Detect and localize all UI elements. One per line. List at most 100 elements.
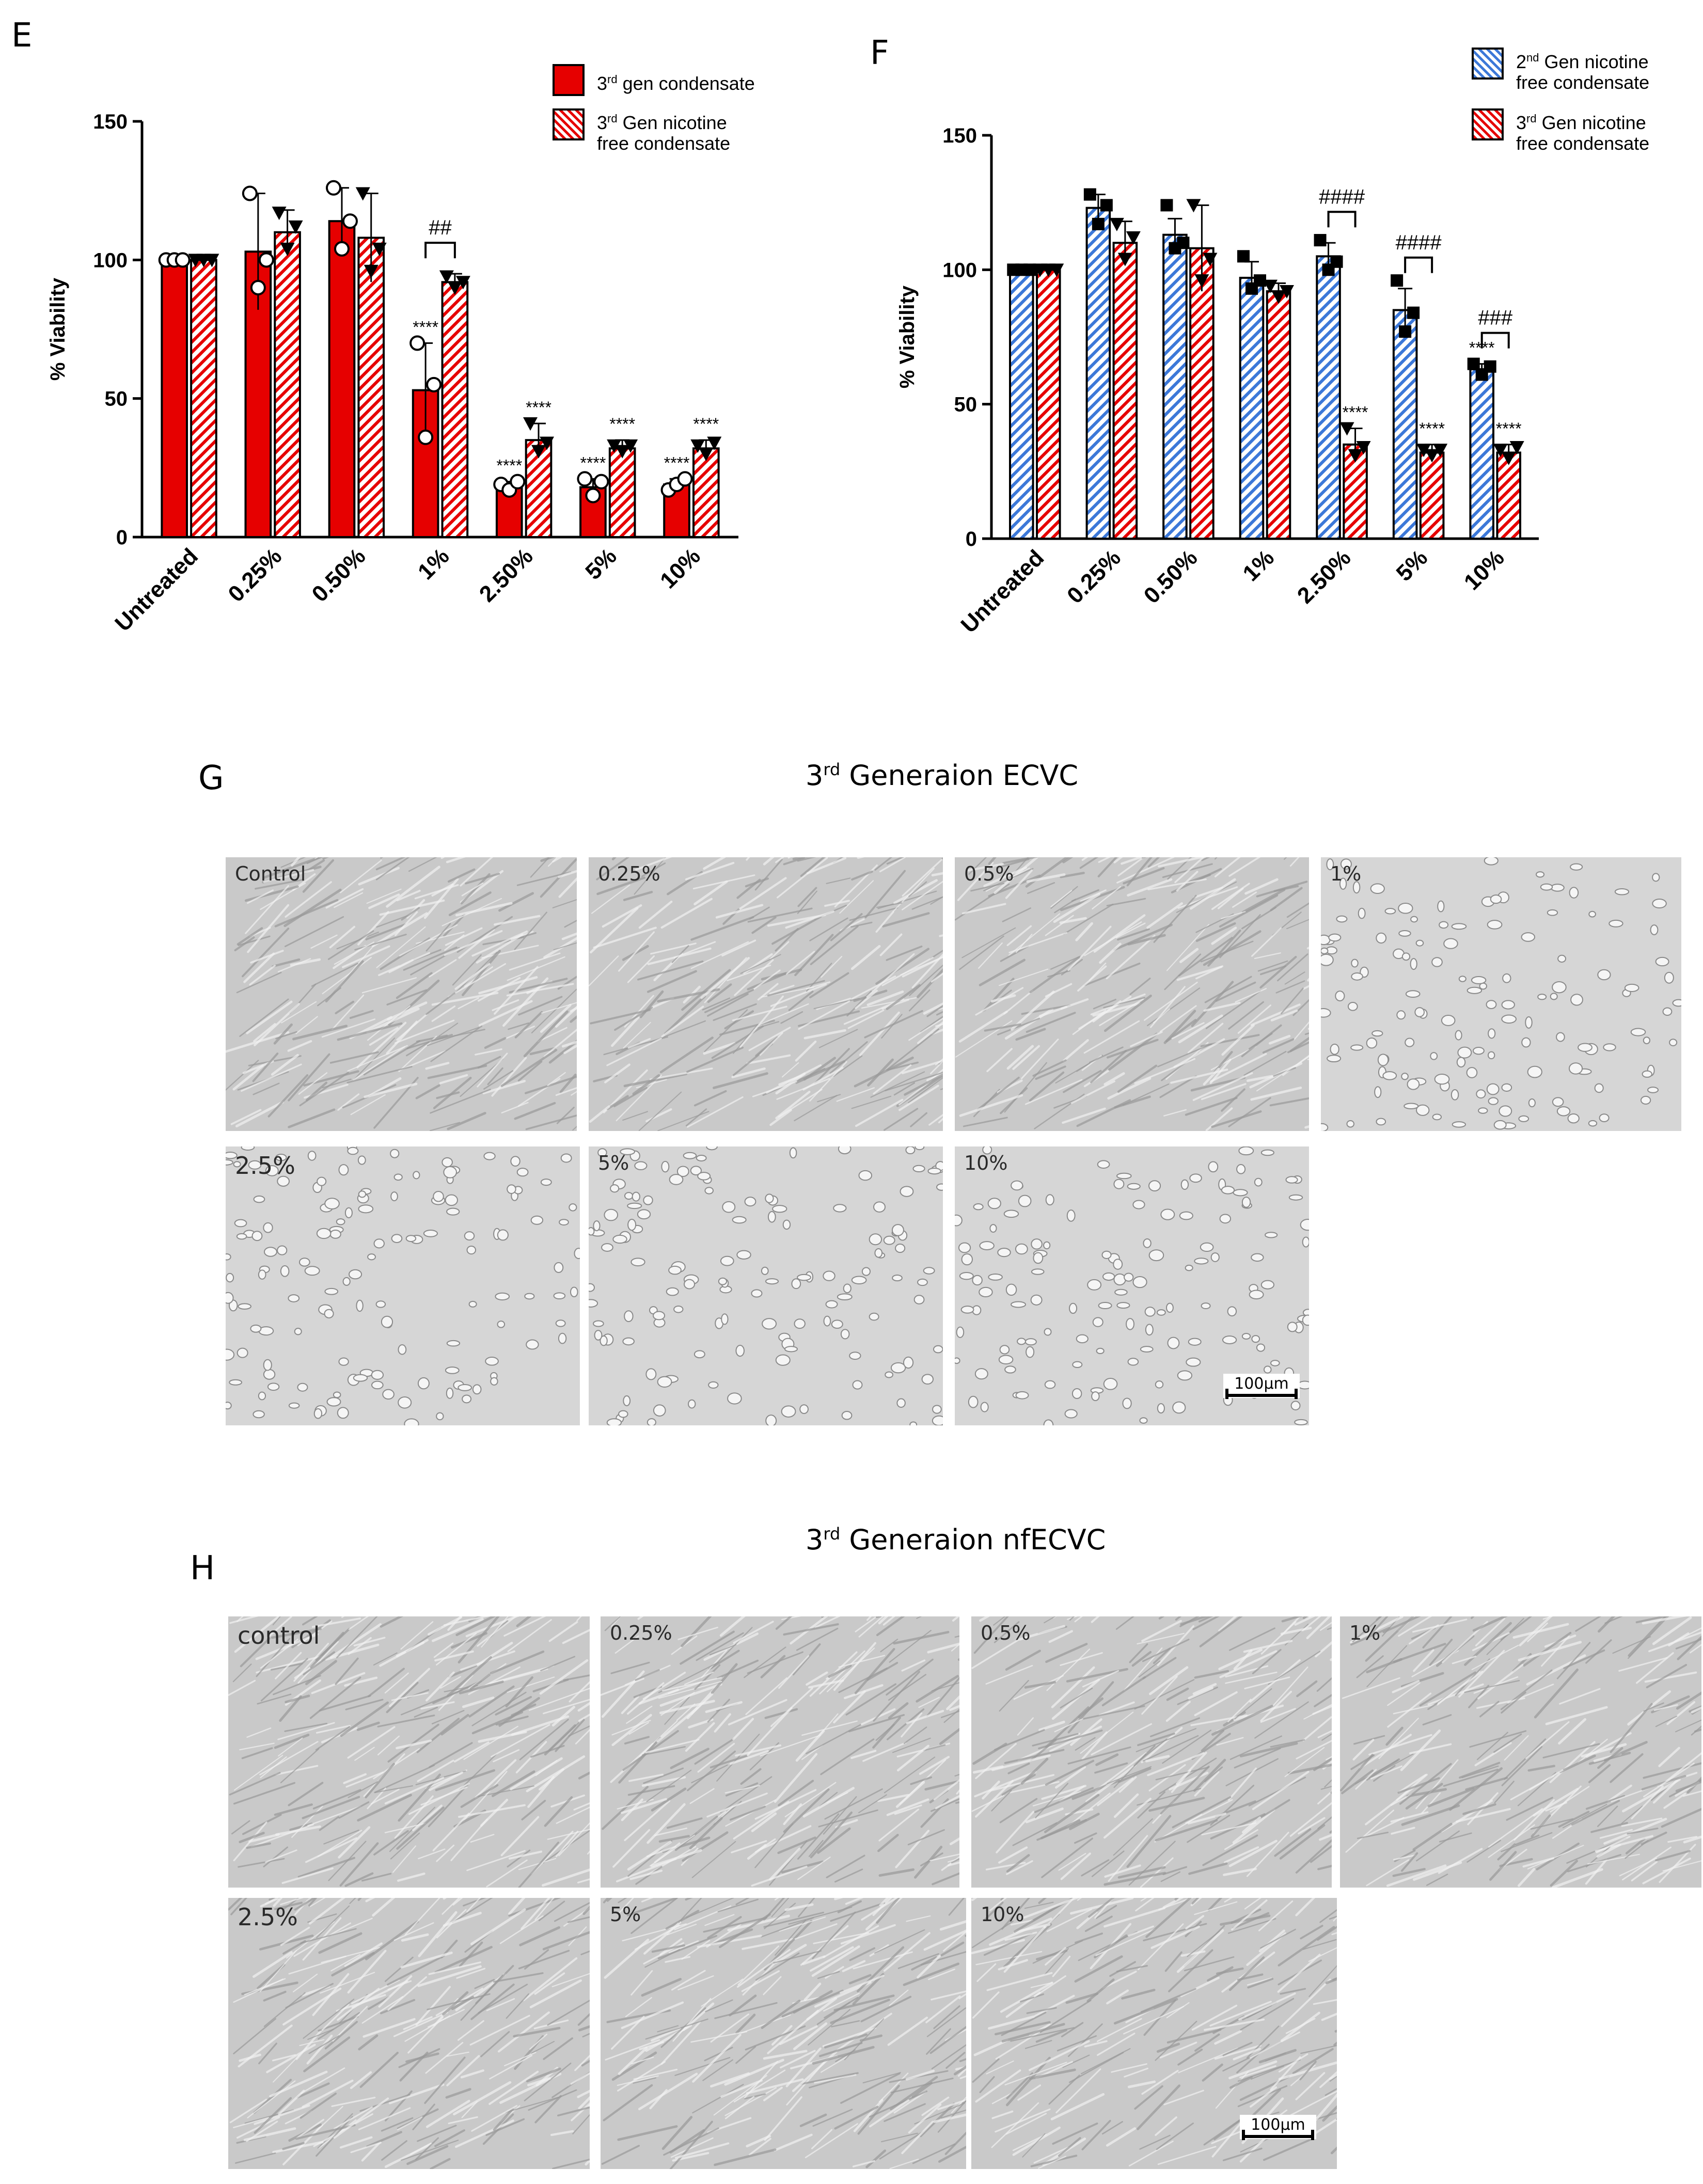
cell bbox=[877, 1794, 910, 1802]
cell bbox=[570, 1286, 578, 1297]
cell bbox=[1065, 1992, 1099, 2004]
cell bbox=[1558, 1718, 1587, 1745]
cell bbox=[778, 1780, 814, 1806]
scale-bar-h: 100µm bbox=[1240, 2115, 1316, 2140]
cell bbox=[1414, 1007, 1425, 1017]
cell bbox=[624, 1736, 650, 1745]
cell bbox=[747, 1651, 803, 1674]
cell bbox=[486, 1998, 515, 2012]
cell bbox=[717, 1898, 759, 1912]
cell bbox=[1247, 1977, 1272, 1986]
cell bbox=[1412, 1822, 1453, 1851]
cell bbox=[1393, 1854, 1416, 1861]
cell bbox=[933, 2005, 960, 2029]
cell bbox=[627, 1218, 637, 1231]
cell bbox=[1106, 1989, 1129, 2005]
cell bbox=[1140, 1857, 1174, 1888]
cell bbox=[396, 1013, 428, 1041]
cell bbox=[1455, 1658, 1490, 1696]
cell bbox=[929, 1853, 959, 1862]
cell bbox=[403, 946, 458, 971]
cell bbox=[689, 1788, 715, 1804]
cell bbox=[644, 1949, 681, 1968]
cell bbox=[657, 1376, 672, 1388]
cell bbox=[375, 857, 406, 871]
cell bbox=[638, 900, 673, 929]
cell bbox=[297, 1382, 308, 1392]
cell bbox=[1263, 1365, 1272, 1374]
cell bbox=[1211, 883, 1250, 910]
cell bbox=[1045, 1643, 1088, 1663]
cell bbox=[272, 958, 301, 968]
cell bbox=[456, 1968, 486, 1979]
cell bbox=[555, 1005, 577, 1028]
cell bbox=[824, 1788, 883, 1820]
cell bbox=[412, 2103, 435, 2130]
cell bbox=[724, 2059, 784, 2086]
cell bbox=[304, 1266, 320, 1276]
cell bbox=[935, 1795, 959, 1810]
cell bbox=[713, 1003, 757, 1021]
cell bbox=[529, 2033, 548, 2050]
cell bbox=[908, 2103, 942, 2134]
cell bbox=[1517, 1867, 1536, 1887]
cell bbox=[1024, 1902, 1054, 1909]
cell bbox=[233, 1161, 241, 1168]
cell bbox=[1025, 1808, 1064, 1824]
cell bbox=[1640, 1095, 1651, 1105]
cell bbox=[702, 997, 731, 1011]
cell bbox=[440, 1676, 461, 1689]
cell bbox=[548, 1621, 578, 1642]
cell bbox=[246, 1727, 272, 1738]
cell bbox=[1017, 1733, 1081, 1762]
cell bbox=[1050, 890, 1073, 907]
cell bbox=[501, 1102, 529, 1114]
cell bbox=[1157, 1403, 1165, 1414]
cell bbox=[569, 1681, 590, 1703]
cell bbox=[1468, 1685, 1490, 1708]
cell bbox=[295, 2124, 356, 2140]
cell bbox=[946, 1695, 959, 1710]
cell bbox=[983, 868, 1034, 891]
cell bbox=[1675, 1780, 1701, 1793]
cell bbox=[999, 1345, 1010, 1355]
cell bbox=[281, 1001, 317, 1024]
cell bbox=[1237, 1973, 1264, 1981]
cell bbox=[492, 999, 519, 1011]
cell bbox=[865, 2149, 887, 2169]
micrograph-g-1: 1% bbox=[1321, 857, 1681, 1131]
cell bbox=[646, 1845, 677, 1858]
cell bbox=[744, 2093, 766, 2100]
cell bbox=[649, 1067, 713, 1080]
data-point bbox=[1023, 263, 1036, 276]
cell bbox=[845, 1683, 897, 1716]
cell bbox=[1222, 1335, 1237, 1344]
y-axis-label: % Viability bbox=[896, 285, 919, 388]
cell bbox=[1210, 1784, 1255, 1826]
cell bbox=[921, 2096, 950, 2116]
cell bbox=[514, 1102, 556, 1120]
cell bbox=[735, 1744, 782, 1757]
cell bbox=[1029, 1071, 1065, 1102]
cell bbox=[1155, 2116, 1177, 2136]
cell bbox=[1401, 952, 1411, 961]
cell bbox=[1109, 1961, 1136, 1977]
cell bbox=[1177, 1370, 1193, 1381]
cell bbox=[881, 1014, 903, 1039]
cell bbox=[780, 1011, 803, 1024]
cell bbox=[926, 1004, 943, 1017]
cell bbox=[1093, 998, 1117, 1010]
cell bbox=[369, 1027, 399, 1046]
cell bbox=[628, 1773, 664, 1782]
cell bbox=[1238, 1146, 1254, 1156]
cell bbox=[1478, 1107, 1488, 1114]
cell bbox=[931, 1028, 943, 1035]
cell bbox=[267, 1074, 309, 1118]
cell bbox=[1128, 1925, 1155, 1937]
cell bbox=[1167, 857, 1192, 880]
cell bbox=[1241, 906, 1276, 930]
cell bbox=[446, 1207, 460, 1216]
cell bbox=[1229, 1627, 1275, 1651]
cell bbox=[1528, 1098, 1536, 1108]
cell bbox=[1123, 2006, 1185, 2035]
